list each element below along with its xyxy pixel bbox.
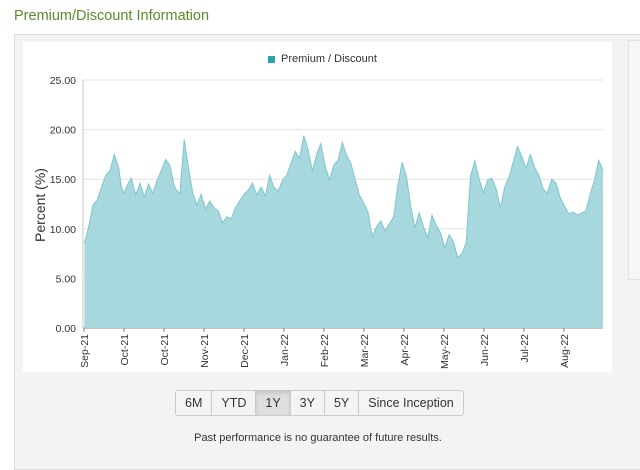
x-tick-label: Dec-21: [239, 334, 251, 368]
side-panel-edge: [628, 40, 640, 280]
range-since-inception-button[interactable]: Since Inception: [359, 391, 463, 415]
x-tick-label: Jun-22: [479, 334, 491, 366]
y-tick-label: 25.00: [50, 75, 76, 87]
y-tick-label: 20.00: [50, 125, 76, 137]
range-6m-button[interactable]: 6M: [176, 391, 213, 415]
y-tick-label: 15.00: [50, 174, 76, 186]
x-tick-label: Apr-22: [399, 334, 411, 366]
range-1y-button[interactable]: 1Y: [256, 391, 291, 415]
y-axis-label: Percent (%): [32, 168, 48, 242]
x-tick-label: May-22: [439, 334, 451, 369]
chart-legend[interactable]: Premium / Discount: [268, 52, 377, 66]
x-tick-label: Feb-22: [319, 334, 331, 367]
x-tick-label: Oct-21: [159, 334, 171, 366]
y-tick-label: 5.00: [56, 273, 77, 285]
range-3y-button[interactable]: 3Y: [290, 391, 325, 415]
series-line-premium-discount: [83, 135, 604, 259]
y-tick-label: 10.00: [50, 224, 76, 236]
disclaimer-text: Past performance is no guarantee of futu…: [194, 432, 442, 444]
x-tick-label: Jul-22: [519, 334, 531, 363]
range-ytd-button[interactable]: YTD: [212, 391, 257, 415]
x-tick-label: Oct-21: [119, 334, 131, 366]
x-tick-label: Sep-21: [79, 334, 91, 368]
x-tick-label: Jan-22: [279, 334, 291, 366]
range-selector: 6M YTD 1Y 3Y 5Y Since Inception: [175, 390, 464, 416]
range-5y-button[interactable]: 5Y: [324, 391, 360, 415]
x-tick-label: Nov-21: [199, 334, 211, 368]
x-tick-label: Mar-22: [359, 334, 371, 367]
page-title: Premium/Discount Information: [14, 8, 210, 24]
legend-label: Premium / Discount: [281, 53, 377, 65]
legend-swatch: [268, 55, 275, 63]
x-tick-label: Aug-22: [559, 334, 571, 368]
y-tick-label: 0.00: [56, 323, 77, 335]
series-area-premium-discount: [84, 135, 603, 328]
